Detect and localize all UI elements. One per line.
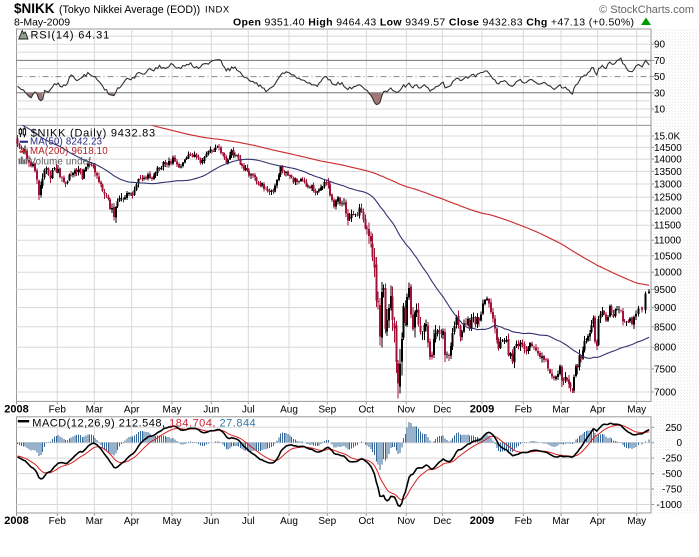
svg-text:2008: 2008 [4,515,28,527]
svg-text:MA(200) 9618.10: MA(200) 9618.10 [30,146,108,157]
svg-text:Oct: Oct [359,516,375,527]
svg-text:Nov: Nov [397,405,415,416]
svg-text:(Tokyo Nikkei Average (EOD)): (Tokyo Nikkei Average (EOD)) [59,4,200,16]
svg-text:8-May-2009: 8-May-2009 [14,17,70,29]
svg-text:13500: 13500 [654,167,682,178]
svg-text:9000: 9000 [654,303,677,314]
svg-text:2009: 2009 [470,515,494,527]
svg-text:Apr: Apr [590,516,606,527]
svg-text:10: 10 [654,105,666,116]
svg-text:7500: 7500 [654,364,677,375]
svg-text:Oct: Oct [359,405,375,416]
svg-text:Jun: Jun [203,405,219,416]
svg-text:-1000: -1000 [656,500,682,511]
svg-text:© StockCharts.com: © StockCharts.com [599,4,694,16]
svg-text:90: 90 [654,40,666,51]
svg-text:Nov: Nov [397,516,415,527]
svg-text:11000: 11000 [654,236,682,247]
svg-text:15.0K: 15.0K [654,132,680,143]
svg-text:Jul: Jul [242,405,255,416]
svg-text:Feb: Feb [515,405,533,416]
svg-text:-750: -750 [662,485,682,496]
svg-text:RSI(14) 64.31: RSI(14) 64.31 [31,29,111,41]
svg-text:-500: -500 [662,469,682,480]
svg-text:10500: 10500 [654,251,682,262]
svg-text:0: 0 [676,438,682,449]
svg-text:8000: 8000 [654,343,677,354]
svg-text:10000: 10000 [654,268,682,279]
svg-text:50: 50 [654,72,666,83]
svg-text:Mar: Mar [86,405,104,416]
svg-text:May: May [163,405,182,416]
svg-text:Aug: Aug [280,405,298,416]
svg-text:7000: 7000 [654,388,677,399]
svg-text:$NIKK: $NIKK [14,1,55,16]
svg-text:Apr: Apr [124,405,140,416]
svg-text:Apr: Apr [590,405,606,416]
svg-text:70: 70 [654,56,666,67]
svg-text:Sep: Sep [318,405,336,416]
svg-text:Mar: Mar [552,405,570,416]
svg-text:Feb: Feb [49,405,67,416]
svg-text:9500: 9500 [654,285,677,296]
svg-text:2009: 2009 [470,404,494,416]
svg-text:May: May [627,405,646,416]
svg-text:Open 9351.40 High 9464.43 Low: Open 9351.40 High 9464.43 Low 9349.57 Cl… [233,17,634,29]
svg-text:-250: -250 [662,454,682,465]
svg-text:12500: 12500 [654,193,682,204]
svg-text:14500: 14500 [654,143,682,154]
svg-text:11500: 11500 [654,221,682,232]
svg-text:13000: 13000 [654,180,682,191]
svg-text:Feb: Feb [49,516,67,527]
svg-text:Feb: Feb [515,516,533,527]
svg-text:$NIKK (Daily) 9432.83: $NIKK (Daily) 9432.83 [31,127,156,139]
svg-text:Dec: Dec [433,405,451,416]
svg-text:Apr: Apr [124,516,140,527]
svg-text:Volume undef: Volume undef [30,156,92,167]
svg-text:14000: 14000 [654,155,682,166]
svg-text:Mar: Mar [86,516,104,527]
svg-text:Jul: Jul [242,516,255,527]
svg-text:12000: 12000 [654,206,682,217]
svg-text:Mar: Mar [552,516,570,527]
svg-text:INDX: INDX [205,5,230,16]
svg-text:Dec: Dec [433,516,451,527]
svg-text:2008: 2008 [4,404,28,416]
svg-text:Sep: Sep [318,516,336,527]
svg-text:30: 30 [654,88,666,99]
svg-text:May: May [627,516,646,527]
svg-text:May: May [163,516,182,527]
svg-text:Jun: Jun [203,516,219,527]
svg-text:250: 250 [665,423,682,434]
svg-text:MACD(12,26,9) 212.548, 184.704: MACD(12,26,9) 212.548, 184.704, 27.844 [32,417,256,429]
svg-text:8500: 8500 [654,322,677,333]
svg-text:MA(50) 8242.23: MA(50) 8242.23 [30,137,102,148]
svg-text:Aug: Aug [280,516,298,527]
